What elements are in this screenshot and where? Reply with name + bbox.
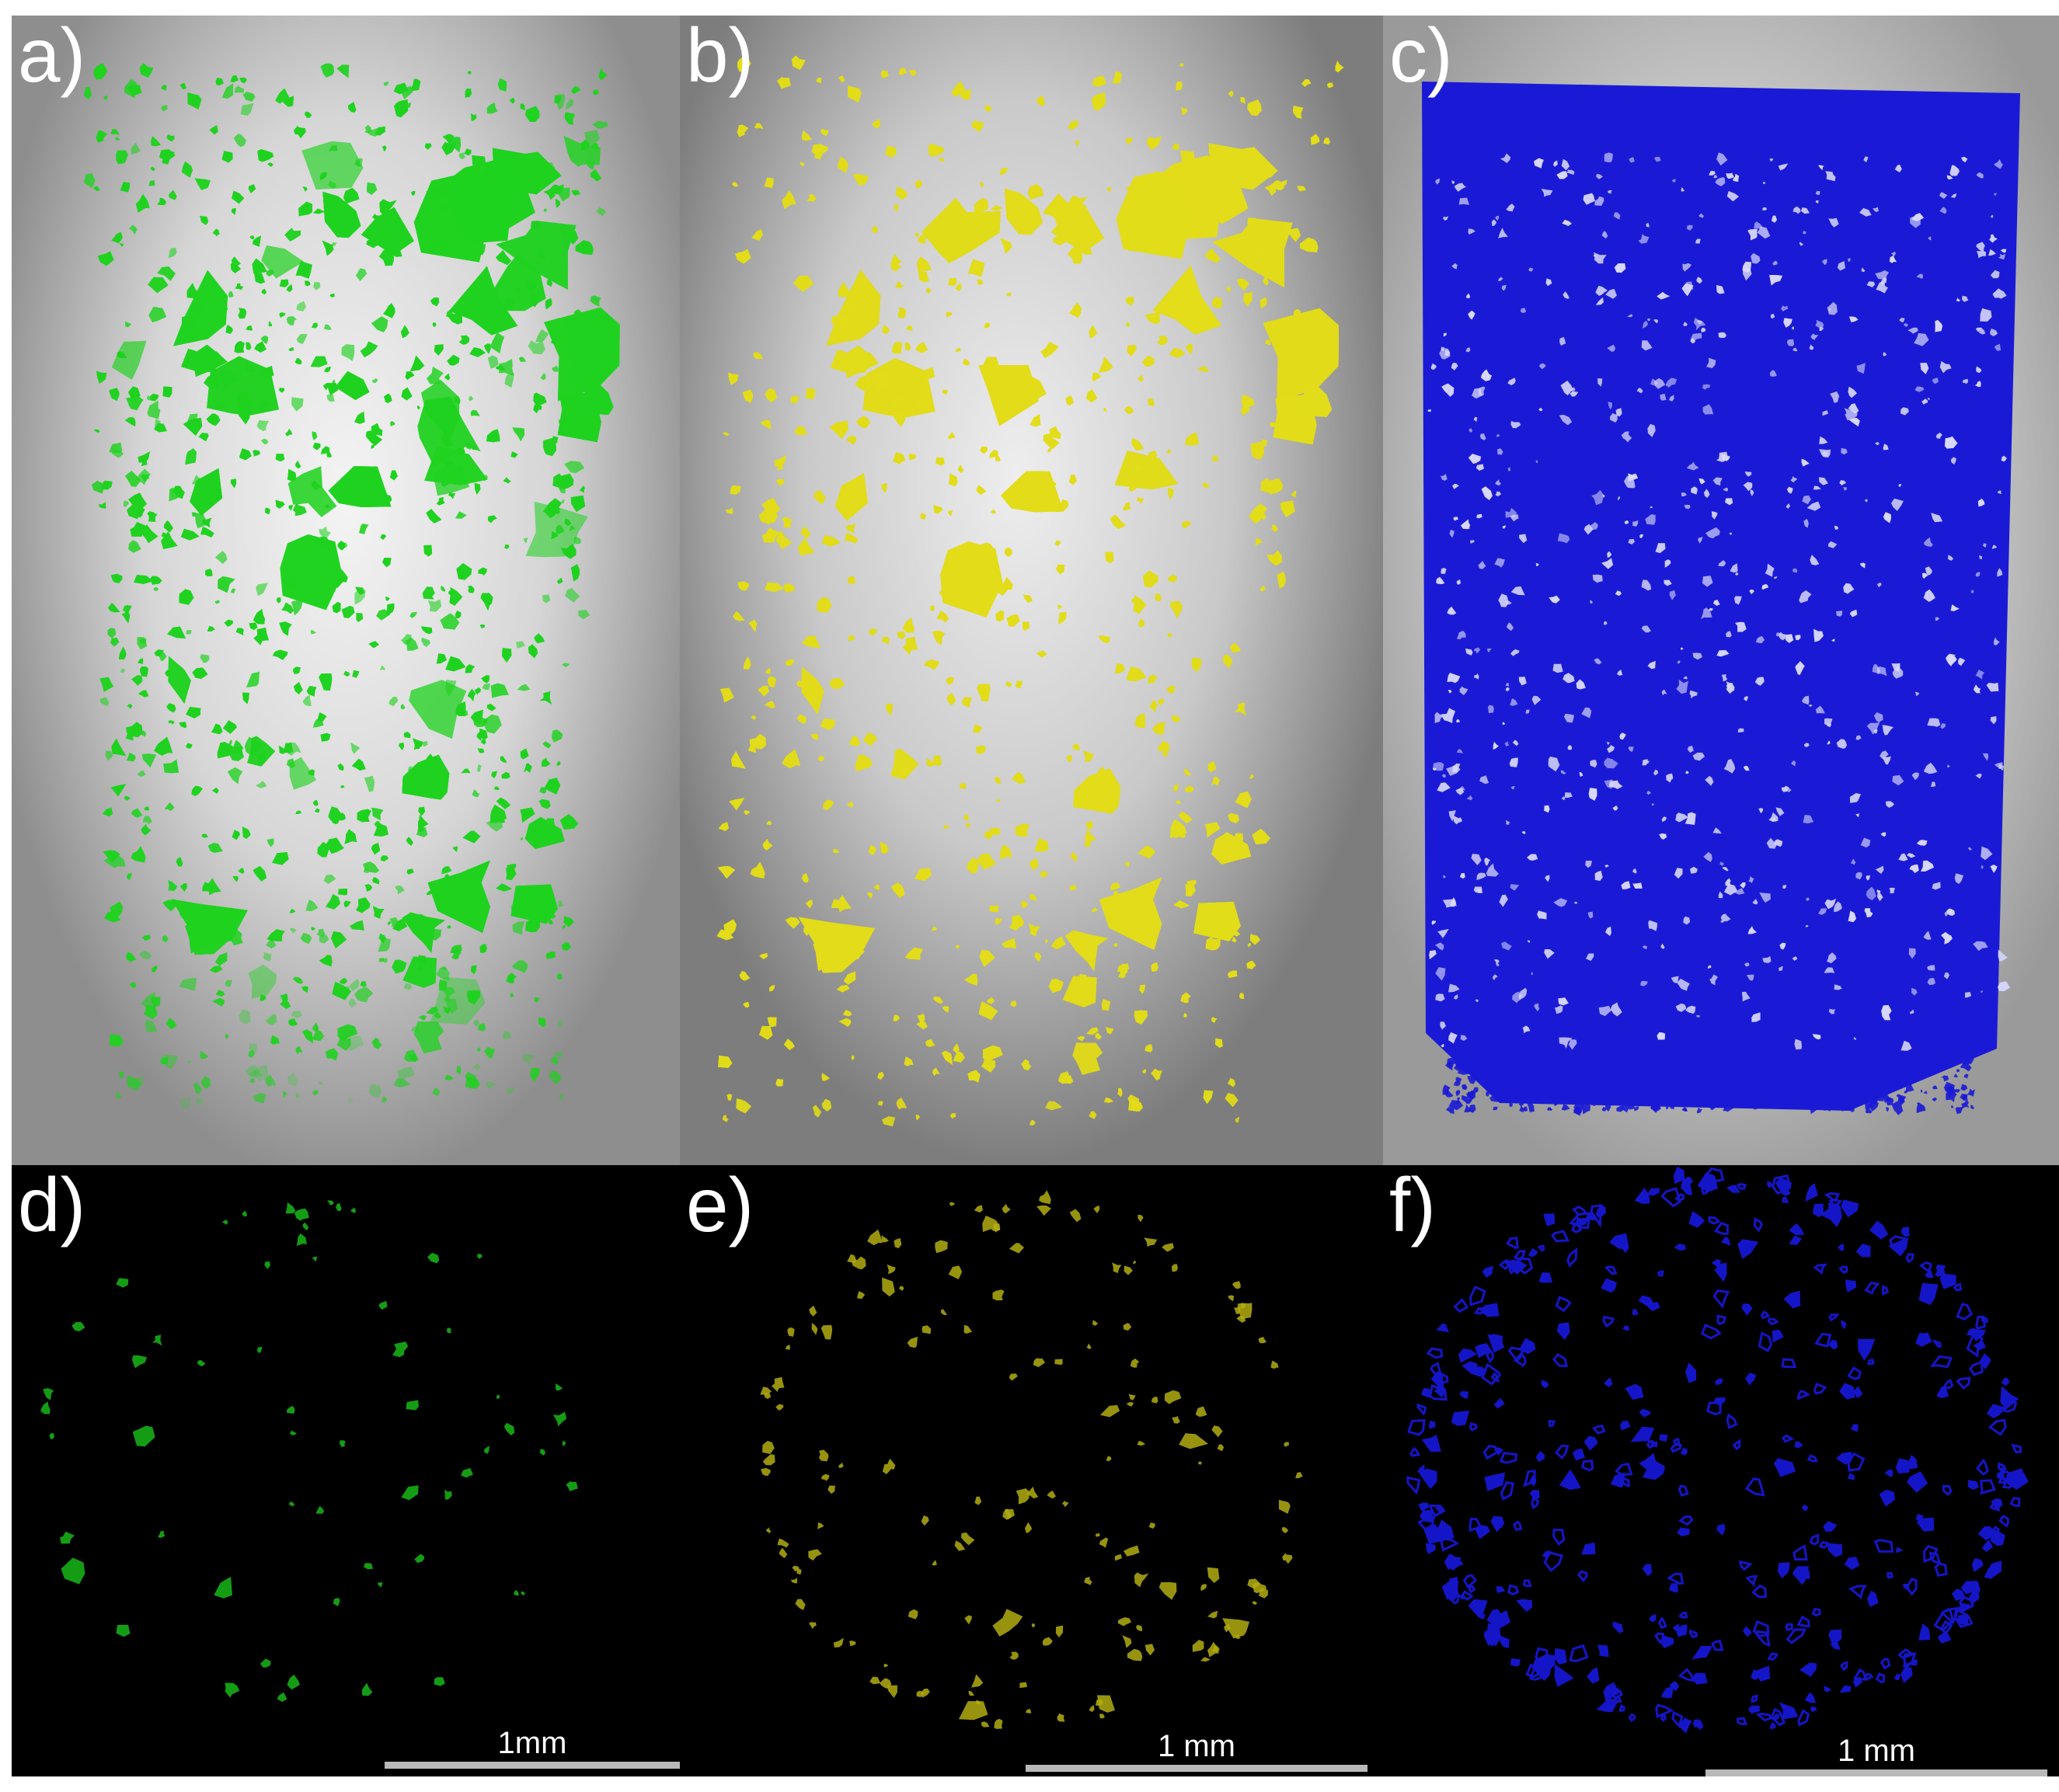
green-particles-volume <box>83 63 620 1110</box>
scale-bar-f-line <box>1705 1769 2047 1776</box>
scale-bar-d-line <box>385 1762 680 1769</box>
panel-e-yellow-cross-section: e) 1 mm <box>680 1165 1383 1776</box>
panel-e-label: e) <box>686 1165 754 1247</box>
panel-c-blue-3d-volume: c) <box>1383 16 2059 1165</box>
scale-bar-f-label: 1 mm <box>1838 1734 1915 1768</box>
scale-bar-d: 1mm <box>385 1726 680 1769</box>
yellow-particles-volume <box>716 55 1344 1127</box>
panel-d-label: d) <box>18 1165 86 1247</box>
blue-cross-section <box>1406 1166 2029 1734</box>
panel-a-green-3d-volume: a) <box>12 16 680 1165</box>
scale-bar-d-label: 1mm <box>497 1726 567 1760</box>
panel-f-blue-cross-section: f) 1 mm <box>1383 1165 2059 1776</box>
panel-c-label: c) <box>1389 16 1453 98</box>
panel-b-yellow-3d-volume: b) <box>680 16 1383 1165</box>
panel-d-green-cross-section: d) 1mm <box>12 1165 680 1776</box>
scale-bar-e-line <box>1026 1765 1367 1772</box>
green-cross-section <box>40 1200 578 1702</box>
panel-a-label: a) <box>18 16 86 98</box>
panel-b-label: b) <box>686 16 754 98</box>
panel-f-label: f) <box>1389 1165 1436 1247</box>
blue-particles-volume <box>1422 82 2020 1116</box>
scale-bar-e-label: 1 mm <box>1158 1729 1235 1763</box>
scale-bar-e: 1 mm <box>1026 1729 1367 1772</box>
scale-bar-f: 1 mm <box>1705 1734 2047 1776</box>
yellow-cross-section <box>760 1190 1303 1729</box>
